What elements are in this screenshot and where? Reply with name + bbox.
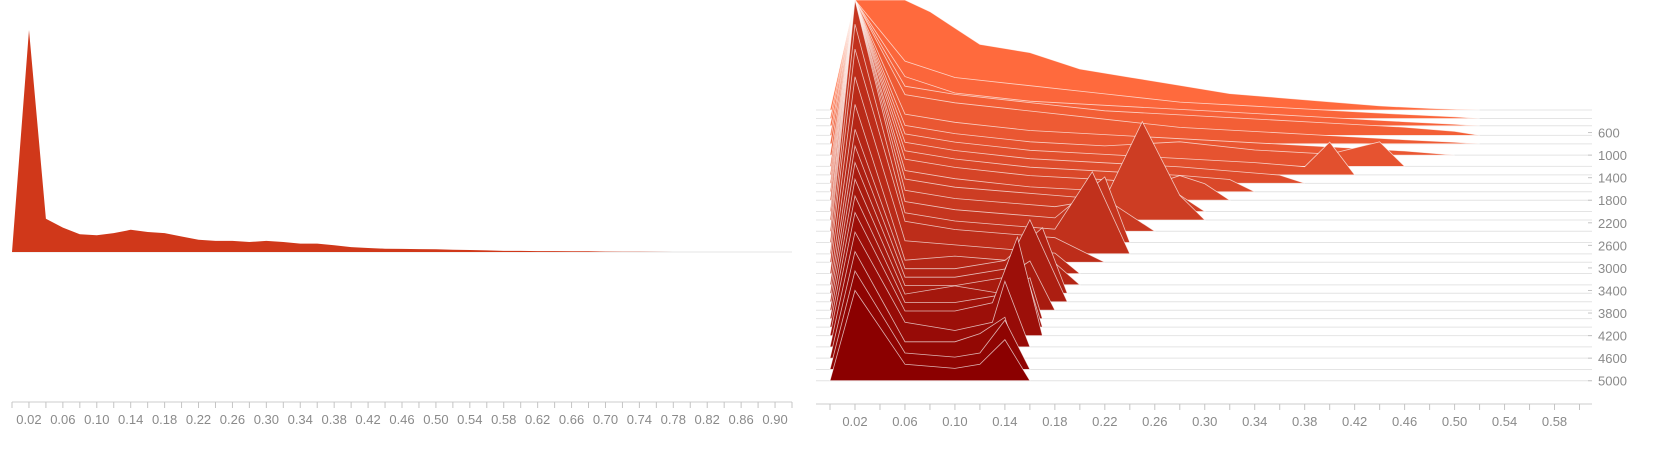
- ridgeline-area-chart: 600 1000 1400 1800 2200 2600 3000 3400 3800 4200 4…: [816, 0, 1627, 429]
- x-tick-label: 0.38: [322, 412, 347, 427]
- y-tick-label: 1400: [1598, 171, 1627, 186]
- ridge-area: [829, 48, 1105, 263]
- x-tick-label: 0.30: [1192, 414, 1217, 429]
- x-tick-label: 0.06: [50, 412, 75, 427]
- x-tick-label: 0.02: [842, 414, 867, 429]
- x-tick-label: 0.42: [1342, 414, 1367, 429]
- ridge-area: [829, 0, 1480, 119]
- x-tick-label: 0.26: [1142, 414, 1167, 429]
- x-tick-label: 0.18: [152, 412, 177, 427]
- x-tick-label: 0.66: [559, 412, 584, 427]
- y-tick-label: 5000: [1598, 374, 1627, 389]
- x-tick-label: 0.86: [728, 412, 753, 427]
- x-tick-label: 0.14: [118, 412, 143, 427]
- y-tick-label: 3000: [1598, 261, 1627, 276]
- x-tick-label: 0.82: [695, 412, 720, 427]
- x-tick-label: 0.34: [1242, 414, 1267, 429]
- x-tick-label: 0.38: [1292, 414, 1317, 429]
- x-tick-label: 0.70: [593, 412, 618, 427]
- x-tick-label: 0.50: [1442, 414, 1467, 429]
- x-tick-label: 0.90: [762, 412, 787, 427]
- x-tick-label: 0.62: [525, 412, 550, 427]
- x-tick-label: 0.50: [423, 412, 448, 427]
- x-tick-label: 0.54: [1492, 414, 1517, 429]
- x-tick-label: 0.10: [84, 412, 109, 427]
- x-tick-label: 0.74: [627, 412, 652, 427]
- x-tick-label: 0.14: [992, 414, 1017, 429]
- y-tick-label: 1000: [1598, 148, 1627, 163]
- x-tick-label: 0.46: [1392, 414, 1417, 429]
- y-tick-label: 3400: [1598, 283, 1627, 298]
- x-tick-label: 0.42: [355, 412, 380, 427]
- x-tick-label: 0.22: [186, 412, 211, 427]
- x-tick-label: 0.18: [1042, 414, 1067, 429]
- x-tick-label: 0.02: [16, 412, 41, 427]
- x-tick-label: 0.58: [491, 412, 516, 427]
- y-tick-label: 2600: [1598, 238, 1627, 253]
- y-tick-label: 3800: [1598, 306, 1627, 321]
- y-tick-label: 600: [1598, 126, 1620, 141]
- y-tick-label: 4600: [1598, 351, 1627, 366]
- x-tick-label: 0.54: [457, 412, 482, 427]
- x-tick-label: 0.46: [389, 412, 414, 427]
- y-tick-label: 1800: [1598, 193, 1627, 208]
- x-tick-label: 0.26: [220, 412, 245, 427]
- x-tick-label: 0.30: [254, 412, 279, 427]
- ridge-area: [829, 0, 1480, 136]
- ridge-area: [829, 289, 1031, 382]
- x-tick-label: 0.34: [288, 412, 313, 427]
- x-tick-label: 0.58: [1542, 414, 1567, 429]
- x-tick-label: 0.78: [661, 412, 686, 427]
- y-tick-label: 2200: [1598, 216, 1627, 231]
- x-tick-label: 0.06: [892, 414, 917, 429]
- density-area: [12, 30, 775, 252]
- density-area-chart: 0.02 0.06 0.10 0.14 0.18 0.22 0.26 0.30 0.34 0.38…: [11, 30, 793, 427]
- x-tick-label: 0.10: [942, 414, 967, 429]
- y-tick-label: 4200: [1598, 329, 1627, 344]
- ridge-area: [829, 0, 1480, 145]
- x-tick-label: 0.22: [1092, 414, 1117, 429]
